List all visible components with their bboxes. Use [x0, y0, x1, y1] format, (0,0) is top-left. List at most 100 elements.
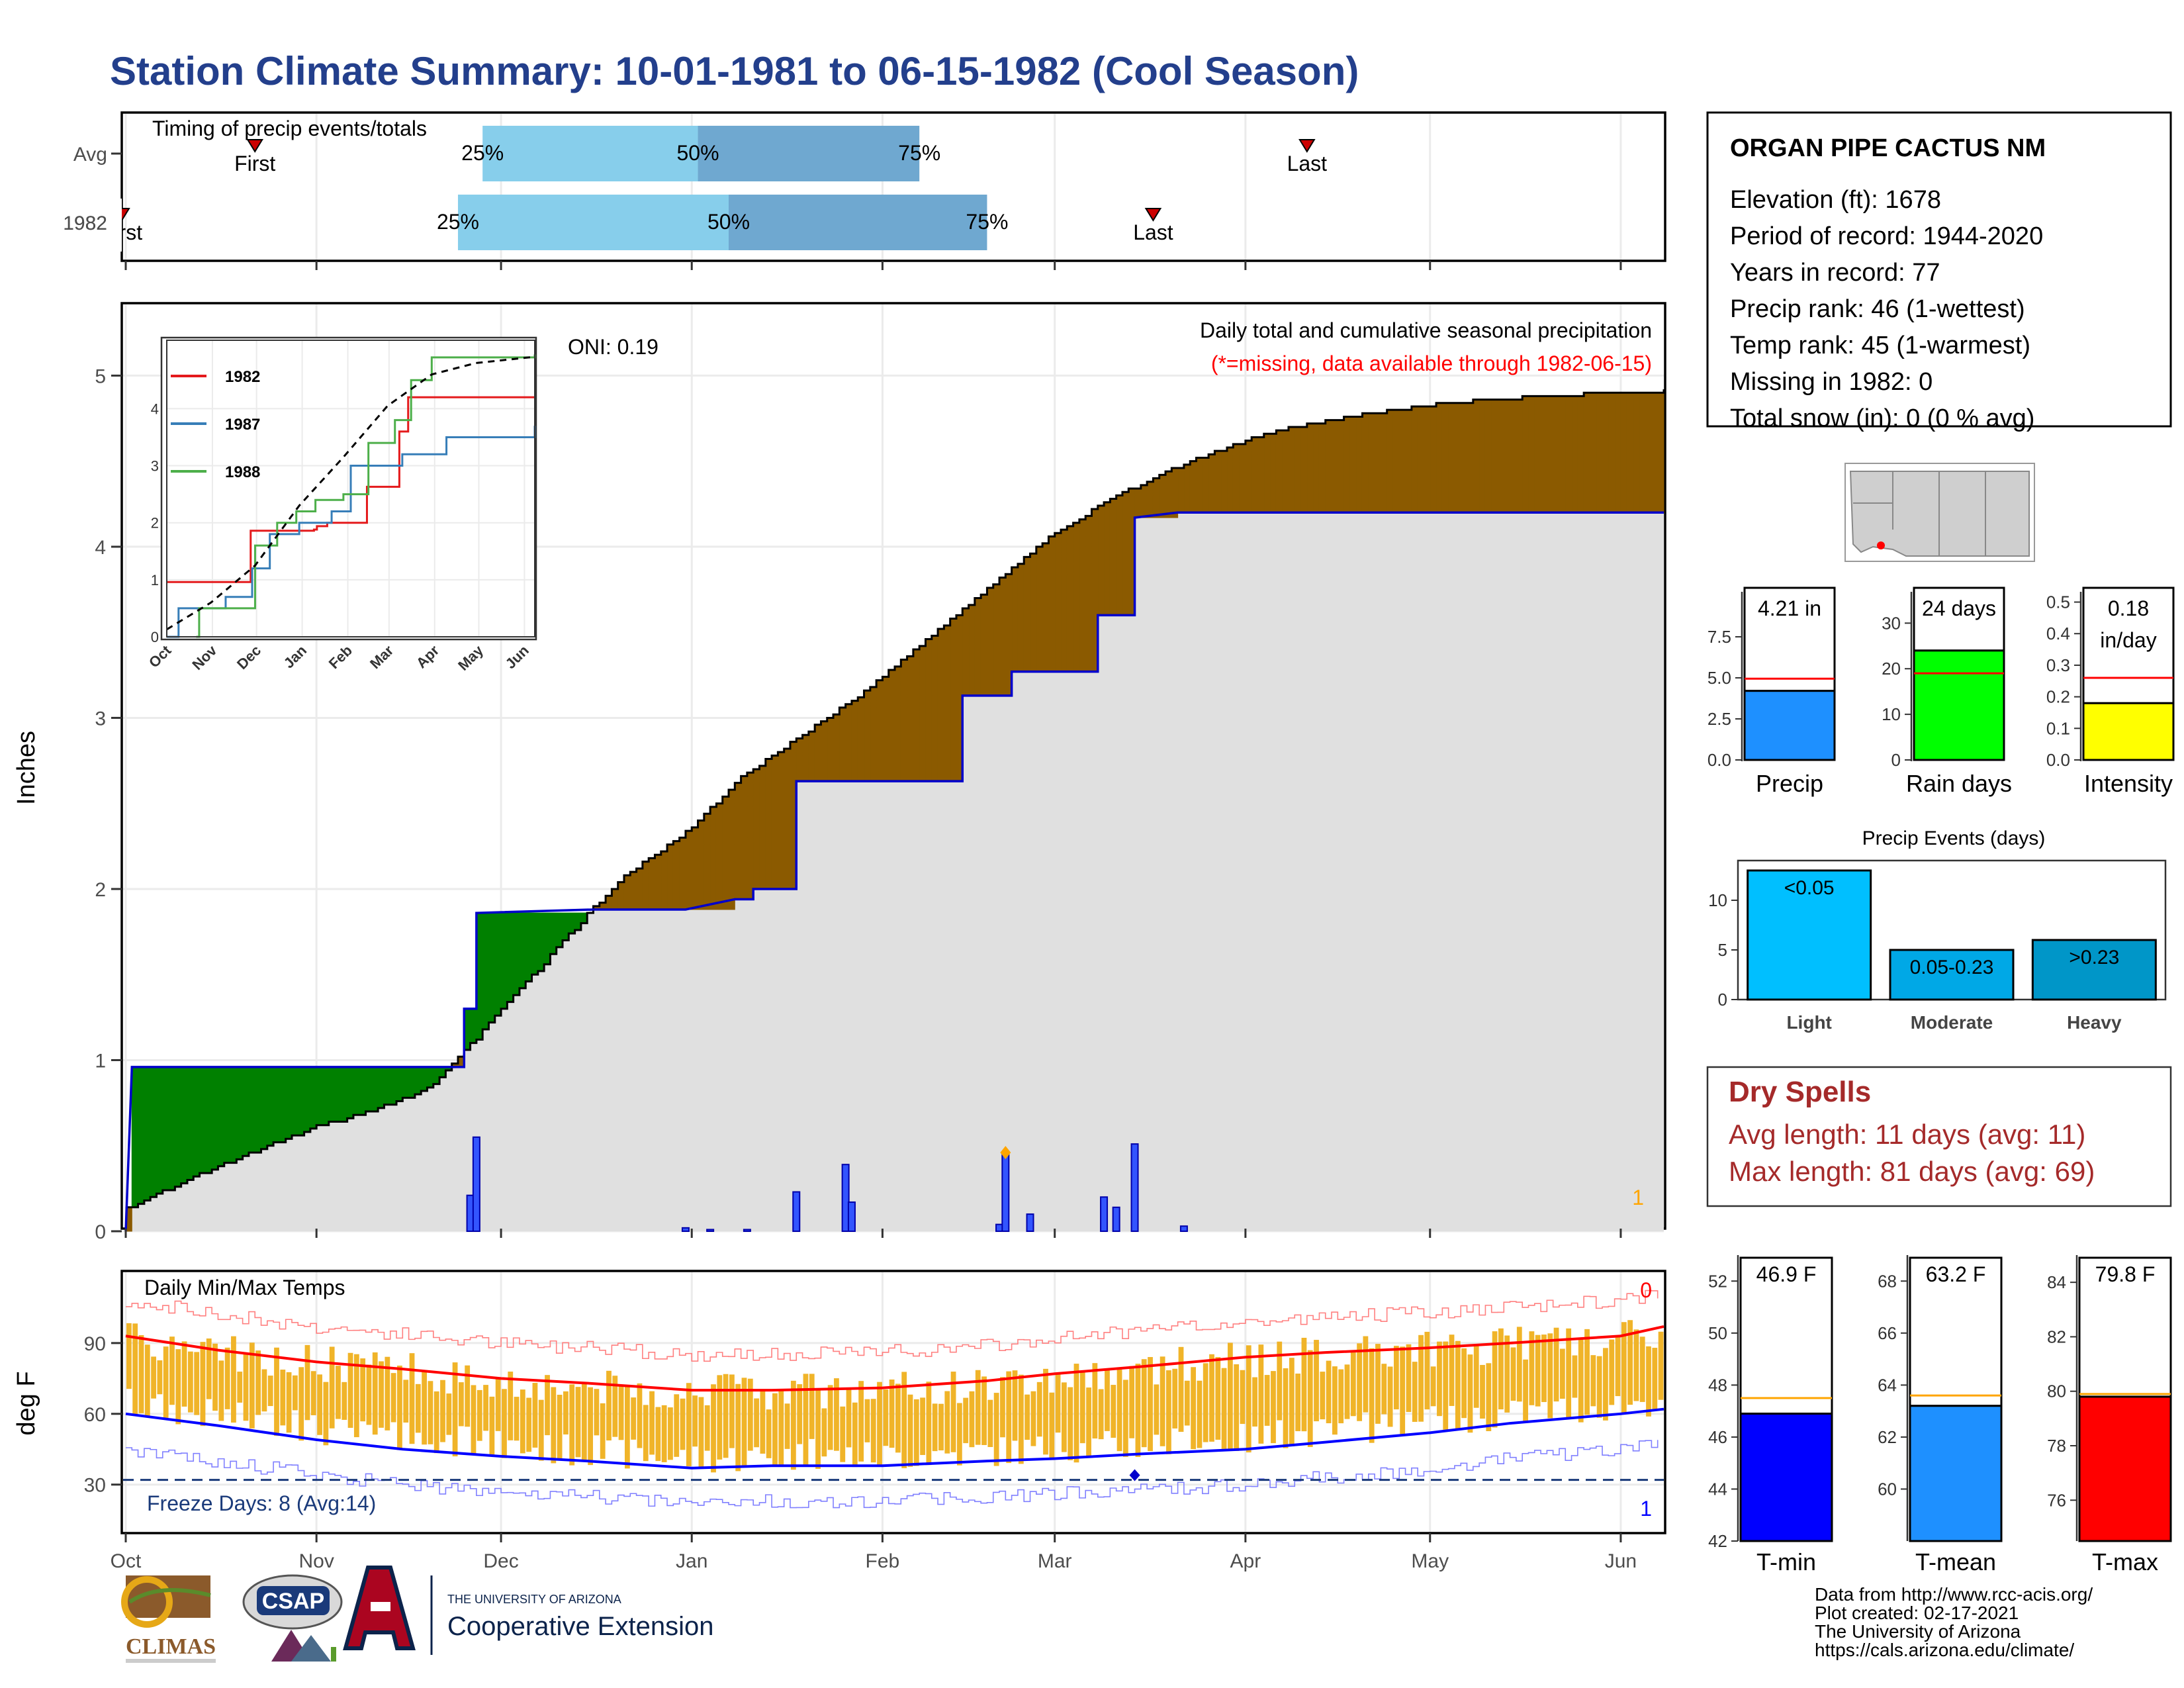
daily-temp-range-bar [465, 1365, 471, 1427]
daily-temp-range-bar [385, 1356, 390, 1430]
daily-temp-range-bar [846, 1389, 852, 1448]
daily-temp-range-bar [1073, 1364, 1079, 1463]
station-info-line: Period of record: 1944-2020 [1730, 222, 2043, 250]
last-precip-label: Last [1287, 152, 1328, 175]
first-precip-marker [246, 139, 263, 153]
daily-temp-range-bar [366, 1364, 372, 1425]
daily-temp-range-bar [1320, 1372, 1326, 1420]
temp-summary-t-min: 42 44 46 48 50 52 46.9 F T-min [1708, 1255, 1833, 1575]
daily-temp-range-bar [612, 1376, 618, 1437]
temp-panel: 30 60 90 Daily Min/Max Temps Freeze Days: … [13, 1270, 1666, 1534]
daily-precip-bar [1130, 1143, 1139, 1232]
daily-temp-range-bar [987, 1399, 993, 1448]
daily-temp-range-bar [852, 1402, 858, 1468]
temp-summary-tick-label: 46 [1708, 1427, 1727, 1447]
month-label: Jun [1605, 1550, 1637, 1572]
daily-temp-range-bar [1215, 1357, 1221, 1440]
temp-summary-tick-label: 62 [1878, 1427, 1897, 1447]
month-label: May [1411, 1550, 1449, 1572]
month-label: Dec [483, 1550, 518, 1572]
csap-logo: CSAP [242, 1574, 343, 1662]
daily-temp-range-bar [1018, 1374, 1024, 1464]
daily-temp-range-bar [809, 1374, 815, 1439]
station-location-marker [1877, 541, 1885, 549]
daily-temp-range-bar [415, 1383, 421, 1433]
daily-temp-range-bar [224, 1347, 230, 1409]
events-category-label: Light [1786, 1012, 1831, 1033]
station-info-line: Elevation (ft): 1678 [1730, 186, 1941, 214]
daily-temp-range-bar [840, 1406, 846, 1462]
temp-summary-t-mean: 60 62 64 66 68 63.2 F T-mean [1878, 1255, 2003, 1575]
daily-precip-bar [472, 1136, 480, 1232]
daily-temp-range-bar [1627, 1320, 1633, 1405]
summary-bar-intensity: 0.0 0.1 0.2 0.3 0.4 0.5 0.18 in/day Intensity [2046, 586, 2175, 797]
daily-temp-range-bar [1264, 1375, 1270, 1426]
precip-ytick-label: 1 [95, 1050, 106, 1072]
summary-bar [2082, 702, 2175, 761]
daily-temp-range-bar [1314, 1340, 1319, 1422]
month-label: Feb [866, 1550, 900, 1572]
daily-temp-range-bar [126, 1323, 132, 1389]
daily-temp-range-bar [563, 1391, 569, 1434]
daily-temp-range-bar [1639, 1336, 1645, 1402]
summary-value-label: 24 days [1922, 596, 1996, 620]
inset-ytick-label: 3 [151, 458, 159, 475]
daily-temp-range-bar [280, 1370, 286, 1426]
daily-temp-range-bar [1529, 1331, 1535, 1405]
daily-temp-range-bar [1191, 1367, 1197, 1450]
month-label: Mar [1038, 1550, 1072, 1572]
daily-temp-range-bar [877, 1382, 882, 1466]
daily-temp-range-bar [1344, 1364, 1350, 1419]
daily-temp-range-bar [1504, 1335, 1510, 1413]
daily-temp-range-bar [157, 1360, 163, 1395]
daily-temp-range-bar [1566, 1328, 1572, 1418]
temp-missing-marker [1129, 1469, 1140, 1481]
daily-temp-range-bar [1523, 1359, 1528, 1422]
temp-summary-tick-label: 60 [1878, 1479, 1897, 1499]
daily-temp-range-bar [341, 1382, 347, 1420]
daily-temp-range-bar [1553, 1327, 1559, 1402]
temp-summary-t-max: 76 78 80 82 84 79.8 F T-max [2047, 1255, 2172, 1575]
daily-temp-range-bar [1178, 1346, 1184, 1432]
summary-tick-label: 0.5 [2046, 592, 2070, 612]
daily-precip-bar [1100, 1196, 1109, 1232]
daily-temp-range-bar [212, 1343, 218, 1411]
summary-bar-remainder [2082, 586, 2175, 704]
summary-tick-label: 2.5 [1707, 709, 1731, 729]
summary-tick-label: 5.0 [1707, 668, 1731, 688]
daily-temp-range-bar [858, 1381, 864, 1462]
record-max-line [126, 1289, 1659, 1362]
temp-summary-tick-label: 80 [2047, 1382, 2066, 1401]
daily-temp-range-bar [600, 1403, 606, 1459]
daily-temp-range-bar [803, 1374, 809, 1467]
daily-temp-range-bar [698, 1397, 704, 1468]
daily-temp-range-bar [428, 1381, 433, 1444]
daily-temp-range-bar [1473, 1346, 1479, 1408]
daily-temp-range-bar [975, 1370, 981, 1445]
inset-ytick-label: 4 [151, 400, 159, 417]
ua-small-text: THE UNIVERSITY OF ARIZONA [447, 1593, 621, 1606]
summary-tick-label: 0.0 [2046, 750, 2070, 770]
daily-temp-range-bar [926, 1382, 932, 1466]
daily-temp-range-bar [181, 1341, 187, 1407]
last-precip-marker [1144, 208, 1162, 222]
daily-temp-range-bar [194, 1352, 200, 1415]
daily-temp-range-bar [1203, 1363, 1208, 1442]
daily-temp-range-bar [649, 1391, 655, 1455]
temp-summary-tick-label: 68 [1878, 1271, 1897, 1291]
daily-temp-range-bar [538, 1399, 544, 1461]
summary-tick-label: 20 [1882, 659, 1901, 679]
daily-temp-range-bar [292, 1375, 298, 1411]
daily-temp-range-bar [1406, 1344, 1412, 1413]
daily-temp-range-bar [913, 1399, 919, 1466]
precip-missing-count: 1 [1632, 1186, 1644, 1209]
daily-temp-range-bar [797, 1384, 803, 1444]
temp-label: Daily Min/Max Temps [144, 1276, 345, 1299]
daily-temp-range-bar [267, 1376, 273, 1407]
daily-temp-range-bar [390, 1373, 396, 1423]
daily-temp-range-bar [1036, 1382, 1042, 1437]
daily-temp-range-bar [594, 1389, 600, 1436]
daily-temp-range-bar [1079, 1372, 1085, 1444]
daily-temp-range-bar [778, 1389, 784, 1465]
daily-temp-range-bar [144, 1344, 150, 1416]
